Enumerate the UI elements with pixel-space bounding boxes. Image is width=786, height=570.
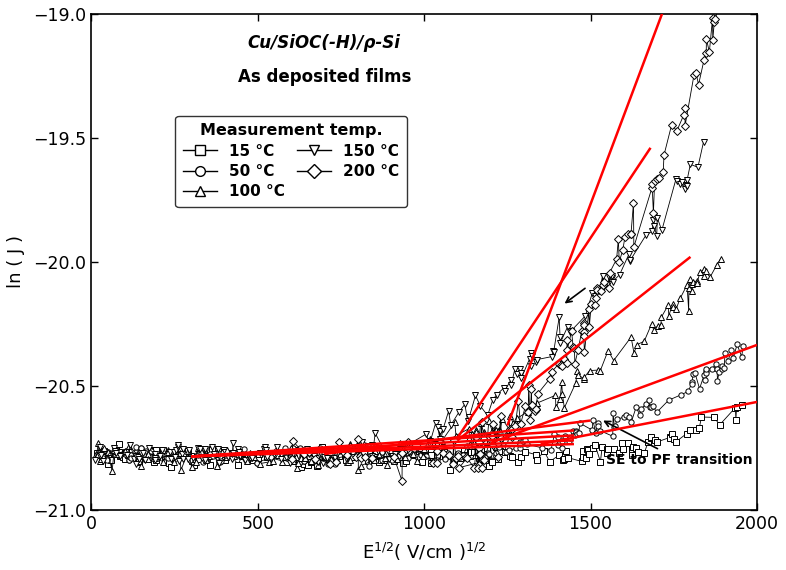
50 °C bbox=[733, 341, 742, 348]
Line: 50 °C: 50 °C bbox=[101, 342, 746, 469]
200 °C bbox=[604, 284, 614, 291]
100 °C bbox=[332, 457, 342, 463]
15 °C bbox=[115, 441, 124, 448]
150 °C bbox=[488, 396, 498, 403]
200 °C bbox=[718, 1, 727, 7]
150 °C bbox=[604, 274, 614, 281]
200 °C bbox=[479, 434, 488, 441]
50 °C bbox=[98, 454, 108, 461]
Text: As deposited films: As deposited films bbox=[237, 68, 411, 87]
50 °C bbox=[281, 454, 290, 461]
15 °C bbox=[737, 401, 747, 408]
150 °C bbox=[90, 457, 99, 463]
Line: 200 °C: 200 °C bbox=[289, 1, 725, 483]
Text: Cu/SiOC(-H)/ρ-Si: Cu/SiOC(-H)/ρ-Si bbox=[248, 34, 401, 52]
50 °C bbox=[365, 462, 374, 469]
150 °C bbox=[531, 359, 541, 365]
15 °C bbox=[262, 453, 271, 460]
50 °C bbox=[150, 454, 160, 461]
200 °C bbox=[397, 478, 406, 484]
15 °C bbox=[685, 427, 695, 434]
50 °C bbox=[451, 456, 461, 463]
200 °C bbox=[288, 455, 297, 462]
Line: 150 °C: 150 °C bbox=[92, 139, 707, 466]
100 °C bbox=[221, 453, 230, 460]
200 °C bbox=[560, 356, 569, 363]
50 °C bbox=[309, 457, 318, 464]
100 °C bbox=[91, 450, 101, 457]
200 °C bbox=[701, 50, 711, 57]
100 °C bbox=[95, 458, 105, 465]
150 °C bbox=[228, 440, 237, 447]
15 °C bbox=[120, 455, 130, 462]
50 °C bbox=[408, 451, 417, 458]
Line: 100 °C: 100 °C bbox=[94, 256, 723, 474]
100 °C bbox=[668, 300, 678, 307]
15 °C bbox=[652, 439, 661, 446]
15 °C bbox=[446, 466, 455, 473]
100 °C bbox=[163, 447, 172, 454]
200 °C bbox=[568, 343, 578, 350]
100 °C bbox=[716, 255, 725, 262]
Legend: 15 °C, 50 °C, 100 °C, 150 °C, 200 °C: 15 °C, 50 °C, 100 °C, 150 °C, 200 °C bbox=[175, 116, 406, 207]
15 °C bbox=[200, 455, 210, 462]
Line: 15 °C: 15 °C bbox=[94, 402, 745, 472]
Text: SE to PF transition: SE to PF transition bbox=[604, 421, 752, 467]
100 °C bbox=[108, 467, 117, 474]
50 °C bbox=[739, 343, 748, 349]
100 °C bbox=[700, 266, 709, 273]
150 °C bbox=[131, 460, 141, 467]
150 °C bbox=[699, 138, 708, 145]
Y-axis label: ln ( J ): ln ( J ) bbox=[7, 235, 25, 288]
150 °C bbox=[246, 451, 255, 458]
150 °C bbox=[134, 456, 144, 463]
50 °C bbox=[299, 456, 308, 463]
200 °C bbox=[667, 121, 677, 128]
15 °C bbox=[93, 450, 102, 457]
X-axis label: E$^{1/2}$( V/cm )$^{1/2}$: E$^{1/2}$( V/cm )$^{1/2}$ bbox=[362, 541, 486, 563]
